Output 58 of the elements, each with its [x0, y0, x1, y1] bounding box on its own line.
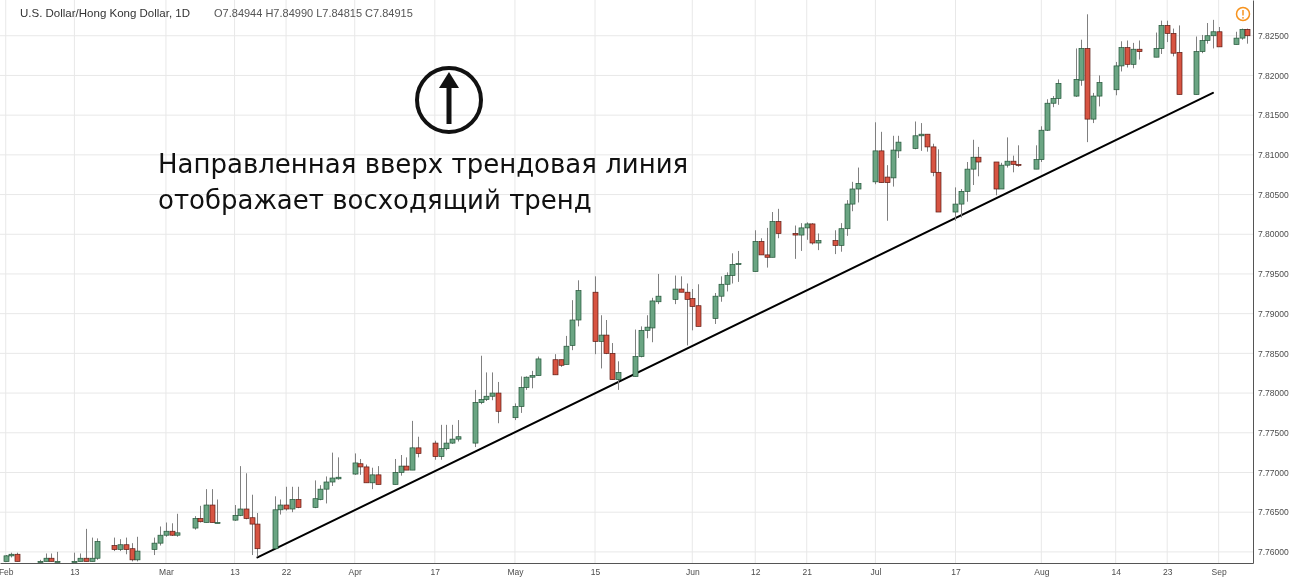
candlestick: [615, 360, 622, 391]
x-tick-label: Mar: [159, 567, 174, 578]
candlestick: [203, 488, 210, 523]
x-tick-label: 13: [230, 567, 241, 578]
candlestick: [832, 229, 839, 255]
y-tick-label: 7.78500: [1258, 348, 1289, 359]
x-tick-label: 17: [430, 567, 441, 578]
x-tick-label: 12: [751, 567, 761, 578]
candlestick: [775, 208, 782, 239]
y-tick-label: 7.77000: [1258, 467, 1289, 478]
x-tick-label: Aug: [1034, 567, 1050, 578]
x-tick-label: Sep: [1211, 567, 1228, 578]
candlestick: [792, 225, 799, 260]
y-tick-label: 7.78000: [1258, 388, 1289, 399]
y-tick-label: 7.76500: [1258, 507, 1289, 518]
candlestick: [415, 436, 422, 458]
candlestick: [369, 467, 376, 490]
x-tick-label: 22: [281, 567, 292, 578]
candlestick: [432, 440, 439, 461]
y-tick-label: 7.80500: [1258, 189, 1289, 200]
candlestick: [672, 275, 679, 305]
text: U.S. Dollar/Hong Kong Dollar, 1D: [20, 7, 191, 19]
x-tick-label: 14: [1111, 567, 1122, 578]
candlestick: [1136, 40, 1143, 61]
y-tick-label: 7.76000: [1258, 547, 1289, 558]
candlestick: [209, 488, 216, 523]
annotation: O7.84944 H7.84990 L7.84815 C7.84915: [214, 7, 413, 19]
x-tick-label: 23: [1162, 567, 1173, 578]
candlestick: [1130, 42, 1137, 69]
candlestick: [409, 420, 416, 471]
candlestick: [214, 498, 221, 524]
y-tick-label: 7.82500: [1258, 30, 1289, 41]
x-tick-label: 17: [951, 567, 961, 578]
x-tick-label: Feb: [0, 567, 14, 578]
candlestick: [283, 486, 290, 512]
candlestick: [289, 486, 296, 513]
candlestick: [798, 222, 805, 252]
candlestick: [495, 381, 502, 424]
x-tick-label: Apr: [348, 567, 363, 578]
x-tick-label: May: [507, 567, 525, 578]
y-tick-label: 7.79000: [1258, 308, 1289, 319]
y-tick-label: 7.80000: [1258, 229, 1289, 240]
candlestick: [1216, 26, 1223, 48]
x-tick-label: 21: [802, 567, 813, 578]
x-tick-label: 15: [590, 567, 601, 578]
y-tick-label: 7.81000: [1258, 150, 1289, 161]
y-tick-label: 7.82000: [1258, 70, 1289, 81]
candlestick: [975, 146, 982, 177]
candlestick: [598, 314, 605, 369]
y-tick-label: 7.81500: [1258, 110, 1289, 121]
x-tick-label: Jul: [870, 567, 882, 578]
candlestick: [1124, 40, 1131, 68]
x-tick-label: 13: [70, 567, 80, 578]
candlestick: [375, 465, 382, 485]
annotation: Направленная вверх трендовая линия отображает восходящий тренд: [158, 149, 689, 215]
y-tick-label: 7.77500: [1258, 427, 1289, 438]
x-tick-label: Jun: [685, 567, 700, 578]
y-tick-label: 7.79500: [1258, 269, 1289, 280]
